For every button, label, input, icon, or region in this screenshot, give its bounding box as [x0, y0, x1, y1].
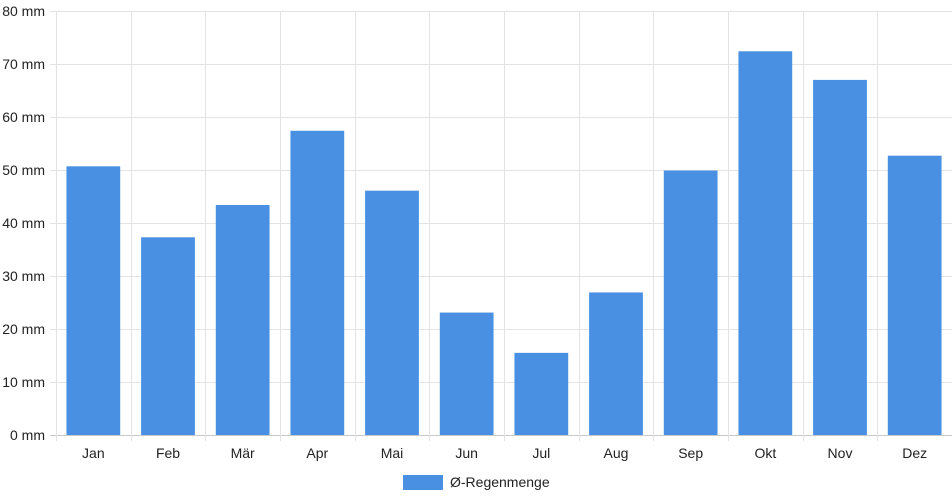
x-tick-label: Nov: [828, 445, 853, 461]
x-tick-label: Feb: [156, 445, 180, 461]
x-tick-label: Mai: [381, 445, 404, 461]
y-tick-label: 60 mm: [2, 109, 45, 125]
bar-Apr[interactable]: [290, 130, 345, 435]
bar-Dez[interactable]: [887, 155, 942, 435]
x-tick-label: Aug: [604, 445, 629, 461]
y-tick-label: 50 mm: [2, 162, 45, 178]
y-tick-label: 0 mm: [10, 427, 45, 443]
y-tick-label: 40 mm: [2, 215, 45, 231]
x-tick-label: Sep: [678, 445, 703, 461]
bar-Aug[interactable]: [589, 292, 643, 435]
x-tick-label: Okt: [754, 445, 776, 461]
y-axis: 0 mm 10 mm 20 mm 30 mm 40 mm 50 mm 60 mm 70 mm 8…: [2, 3, 45, 443]
bar-Jan[interactable]: [66, 166, 121, 436]
x-tick-label: Jun: [455, 445, 478, 461]
x-tick-label: Jul: [532, 445, 550, 461]
legend-label[interactable]: Ø-Regenmenge: [450, 474, 550, 490]
y-tick-label: 20 mm: [2, 321, 45, 337]
legend-swatch[interactable]: [403, 475, 443, 490]
grid: [50, 11, 952, 441]
y-tick-label: 80 mm: [2, 3, 45, 19]
bars: [66, 51, 942, 436]
bar-Jul[interactable]: [514, 352, 569, 435]
x-tick-label: Mär: [231, 445, 255, 461]
y-tick-label: 70 mm: [2, 56, 45, 72]
x-tick-label: Apr: [306, 445, 328, 461]
bar-Nov[interactable]: [813, 79, 867, 436]
bar-Jun[interactable]: [439, 312, 494, 435]
bar-Mär[interactable]: [215, 204, 270, 435]
x-tick-label: Dez: [902, 445, 927, 461]
y-tick-label: 30 mm: [2, 268, 45, 284]
bar-Mai[interactable]: [365, 190, 419, 435]
x-tick-label: Jan: [82, 445, 105, 461]
bar-Feb[interactable]: [141, 237, 195, 435]
legend[interactable]: Ø-Regenmenge: [403, 474, 550, 490]
x-axis: Jan Feb Mär Apr Mai Jun Jul Aug Sep Okt Nov Dez: [82, 445, 927, 461]
y-tick-label: 10 mm: [2, 374, 45, 390]
bar-Okt[interactable]: [738, 51, 793, 435]
bar-Sep[interactable]: [663, 170, 718, 435]
